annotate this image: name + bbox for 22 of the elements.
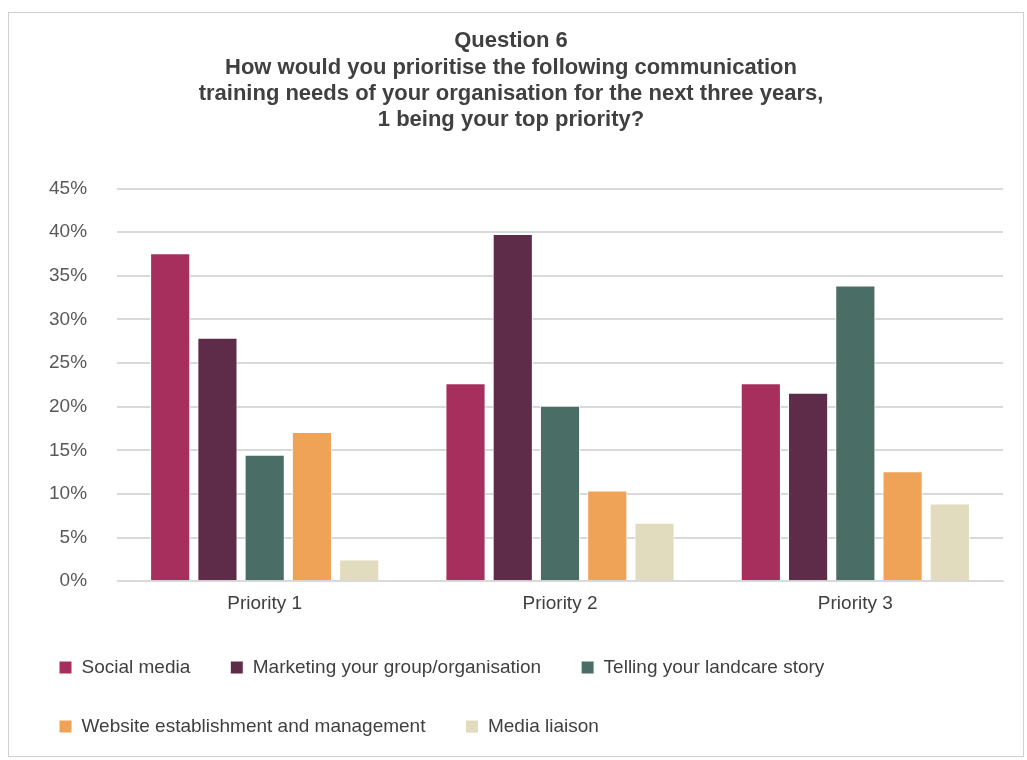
legend-label: Telling your landcare story [603, 655, 825, 677]
y-tick-label: 35% [49, 264, 88, 286]
legend-label: Media liaison [487, 714, 599, 736]
y-tick-label: 15% [49, 438, 88, 460]
x-tick-label: Priority 1 [227, 591, 303, 613]
y-tick-label: 45% [49, 176, 88, 198]
legend-label: Social media [81, 655, 191, 677]
y-tick-label: 40% [49, 220, 88, 242]
text: 1 being your top priority? [377, 106, 645, 132]
y-tick-label: 25% [49, 351, 88, 373]
text: How would you prioritise the following communication [225, 53, 797, 79]
y-tick-label: 10% [49, 482, 88, 504]
y-tick-label: 20% [49, 394, 88, 416]
x-tick-label: Priority 3 [817, 591, 893, 613]
y-tick-label: 30% [49, 307, 88, 329]
text: training needs of your organisation for the next three years, [198, 80, 824, 106]
legend-label: Marketing your group/organisation [252, 655, 542, 677]
y-tick-label: 0% [59, 569, 88, 591]
x-tick-label: Priority 2 [522, 591, 598, 613]
legend-label: Website establishment and management [81, 714, 427, 736]
y-tick-label: 5% [59, 525, 88, 547]
text: Question 6 [454, 27, 568, 53]
